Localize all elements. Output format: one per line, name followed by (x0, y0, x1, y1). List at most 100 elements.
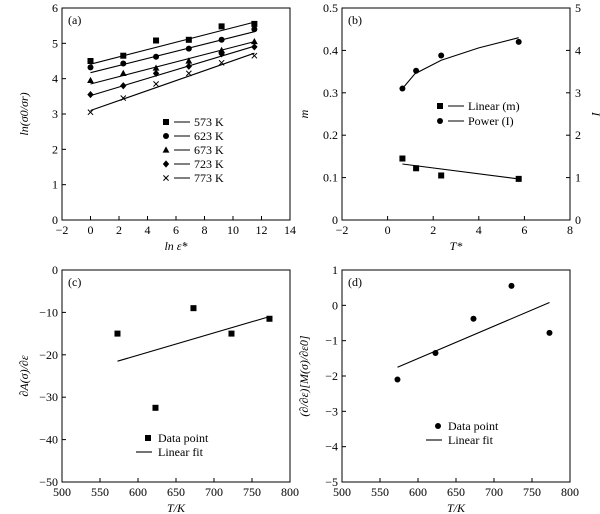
panel4-xlabel: T/K (447, 501, 466, 514)
panel2-ytick-label: 0.1 (323, 171, 338, 185)
panel3-ytick-label: −10 (39, 305, 58, 319)
panel4-point (394, 376, 401, 383)
panel3-point (228, 330, 235, 337)
panel2-ytick-right-label: 5 (575, 1, 581, 15)
panel1-legend-marker (163, 119, 169, 125)
panel1-point (185, 70, 192, 77)
panel4-point (546, 329, 553, 336)
panel1-point (120, 60, 127, 67)
panel1-ytick-label: 2 (52, 142, 58, 156)
panel4-xtick-label: 550 (371, 485, 389, 499)
panel3-fit-line (117, 316, 270, 362)
panel2-ytick-right-label: 4 (575, 43, 581, 57)
panel4-point (508, 282, 515, 289)
panel1-point (152, 64, 160, 71)
panel2-legend-label: Linear (m) (468, 99, 520, 113)
panel2-point (413, 165, 420, 172)
panel1-legend-marker (163, 133, 169, 139)
panel1-xtick-label: 8 (202, 223, 208, 237)
panel3-legend-marker (145, 435, 151, 441)
panel3-label: (c) (68, 275, 81, 289)
panel1-point (87, 64, 94, 71)
panel1-legend-marker (162, 146, 170, 153)
panel2-xtick-label: 4 (476, 223, 482, 237)
panel1-point (218, 36, 225, 43)
panel3-ytick-label: −20 (39, 348, 58, 362)
panel1-point (87, 90, 94, 99)
panel2-fit-line (401, 37, 519, 89)
panel3-point (152, 404, 159, 411)
panel2-ytick-label: 0.5 (323, 1, 338, 15)
panel4-xtick-label: 800 (561, 485, 579, 499)
panel1-point (218, 23, 225, 30)
panel1-point (185, 36, 192, 43)
panel3-ytick-label: 0 (52, 263, 58, 277)
panel4-ytick-label: −1 (325, 334, 338, 348)
panel4-ytick-label: −3 (325, 404, 338, 418)
panel3-xtick-label: 600 (129, 485, 147, 499)
panel1-xtick-label: 14 (284, 223, 296, 237)
panel2-ylabel: m (297, 109, 311, 118)
panel1-legend-label: 773 K (194, 171, 224, 185)
panel4-label: (d) (348, 275, 362, 289)
panel2-xtick-label: −2 (336, 223, 349, 237)
panel3-legend-label: Linear fit (158, 445, 204, 459)
panel4-ytick-label: −4 (325, 440, 338, 454)
panel1-ylabel: ln(σ0/σr) (17, 92, 31, 135)
panel2-ytick-label: 0.4 (323, 43, 338, 57)
panel2-point (438, 52, 445, 59)
panel1-point (152, 69, 160, 77)
panel2-point (399, 155, 406, 162)
panel1-point (218, 50, 225, 58)
panel1-legend-label: 573 K (194, 115, 224, 129)
panel1-point (218, 46, 225, 53)
panel3-point (114, 330, 121, 337)
panel3-xtick-label: 800 (281, 485, 299, 499)
panel1-point (87, 109, 94, 116)
panel1-point (153, 53, 160, 60)
panel3-xtick-label: 550 (91, 485, 109, 499)
panel1-point (185, 57, 193, 64)
panel1-xtick-label: 12 (256, 223, 268, 237)
panel2-ytick-right-label: 0 (575, 213, 581, 227)
panel2-ytick-right-label: 3 (575, 86, 581, 100)
panel1-point (185, 62, 193, 70)
panel2-legend-marker (437, 118, 443, 124)
panel1-legend-label: 623 K (194, 129, 224, 143)
panel1-label: (a) (68, 13, 81, 27)
panel1-xtick-label: 6 (173, 223, 179, 237)
panel1-point (218, 59, 225, 66)
panel2-ytick-label: 0.3 (323, 86, 338, 100)
panel1-legend-marker-b (163, 175, 169, 181)
panel2-frame (341, 7, 571, 221)
panel1-legend-marker (163, 175, 169, 181)
panel1-point (250, 37, 258, 45)
panel1-legend-label: 673 K (194, 143, 224, 157)
panel2-ytick-label: 0 (332, 213, 338, 227)
panel2-ytick-right-label: 1 (575, 171, 581, 185)
panel4-xtick-label: 750 (523, 485, 541, 499)
panel1-ytick-label: 0 (52, 213, 58, 227)
panel1-frame (61, 7, 291, 221)
panel1-ytick-label: 3 (52, 107, 58, 121)
panel1-point (120, 82, 127, 90)
panel2-legend-marker (437, 103, 443, 109)
panel1-xtick-label: −2 (56, 223, 69, 237)
panel2-ytick-right-label: 2 (575, 128, 581, 142)
panel3-ytick-label: −30 (39, 390, 58, 404)
panel4-ytick-label: −2 (325, 369, 338, 383)
panel1-legend-label: 723 K (194, 157, 224, 171)
panel1-point (185, 45, 192, 52)
panel2-point (399, 85, 406, 92)
panel3-ylabel: ∂A(σ)/∂ε (17, 355, 31, 396)
panel1-point-b (120, 95, 127, 102)
panel2-xtick-label: 6 (521, 223, 527, 237)
panel1-legend-marker (162, 160, 170, 168)
panel2-xtick-label: 8 (567, 223, 573, 237)
panel4-legend-marker (435, 423, 441, 429)
panel4-xtick-label: 650 (447, 485, 465, 499)
panel1-point (119, 69, 127, 76)
panel1-xtick-label: 2 (116, 223, 122, 237)
panel1-fit-line (90, 31, 255, 74)
panel4-fit-line (397, 301, 550, 368)
